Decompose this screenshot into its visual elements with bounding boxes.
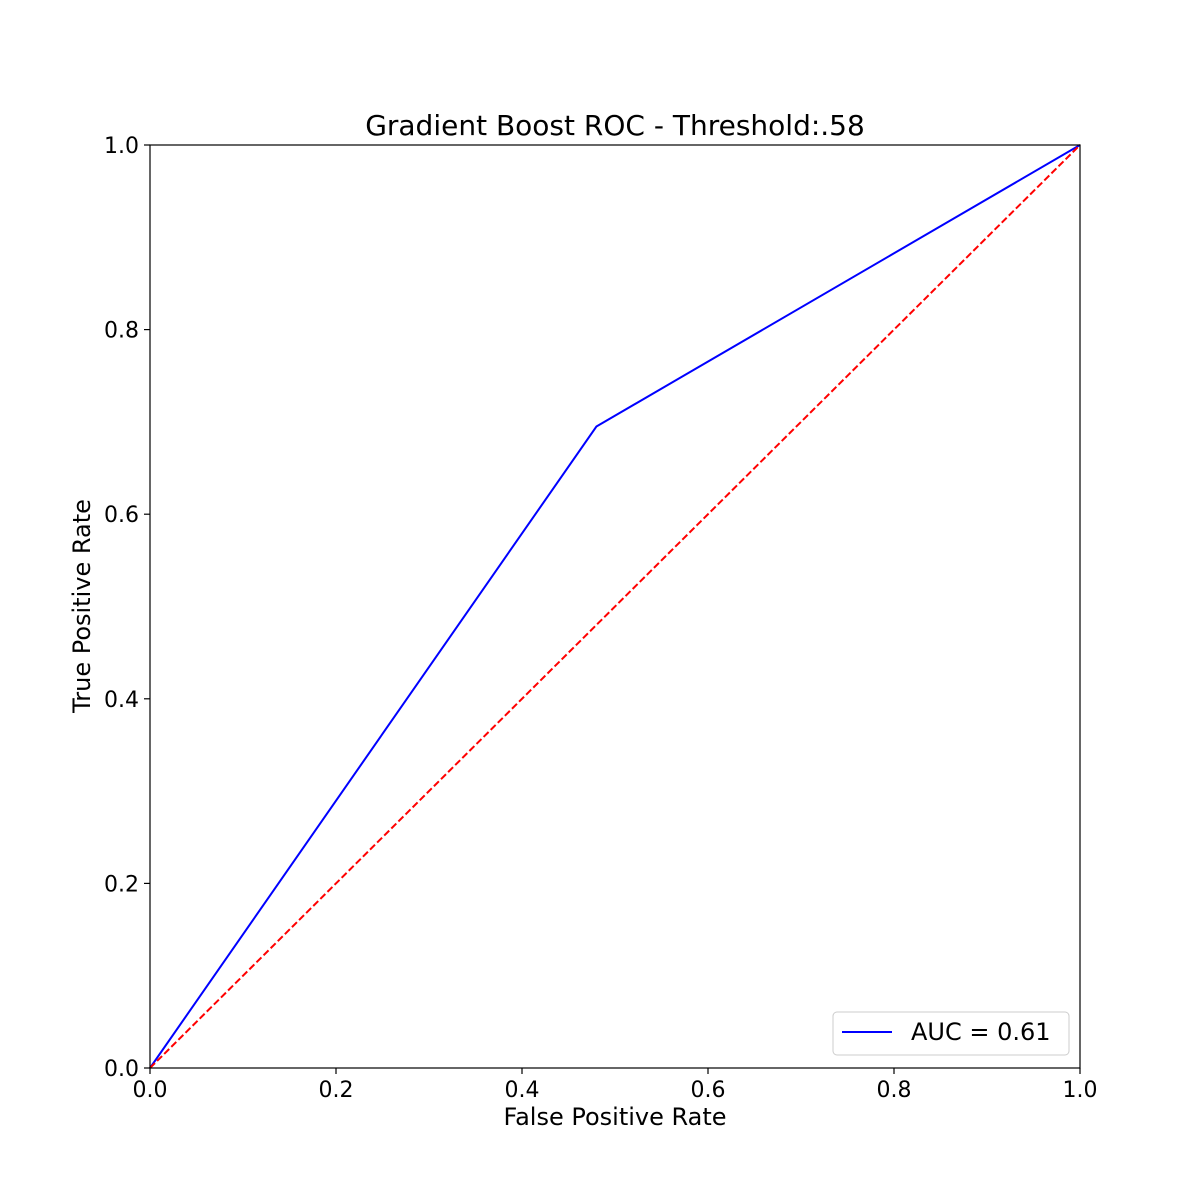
y-tick-label: 0.2: [104, 872, 139, 897]
legend: AUC = 0.61: [832, 1011, 1070, 1056]
x-tick-label: 0.8: [877, 1078, 912, 1103]
y-tick-label: 0.4: [104, 688, 139, 713]
plot-area: [149, 144, 1081, 1069]
y-tick-label: 1.0: [104, 134, 139, 159]
plot-frame: [149, 144, 1081, 1069]
x-tick-label: 0.4: [505, 1078, 540, 1103]
x-tick-label: 0.6: [691, 1078, 726, 1103]
legend-box: [832, 1011, 1070, 1056]
y-tick-label: 0.8: [104, 319, 139, 344]
x-tick-label: 1.0: [1063, 1078, 1098, 1103]
y-axis-label: True Positive Rate: [68, 499, 96, 714]
chart-title: Gradient Boost ROC - Threshold:.58: [365, 109, 865, 142]
chance-diagonal-line: [149, 144, 1081, 1069]
y-tick-label: 0.6: [104, 503, 139, 528]
x-tick-label: 0.2: [319, 1078, 354, 1103]
y-tick-label: 0.0: [104, 1057, 139, 1082]
axis-ticks: 0.0 0.2 0.4 0.6 0.8 1.0 0.0 0.2 0.4 0.6 0.8 1.0: [104, 134, 1098, 1103]
x-tick-label: 0.0: [133, 1078, 168, 1103]
roc-curve-line: [149, 144, 1081, 1069]
legend-label: AUC = 0.61: [911, 1018, 1051, 1046]
x-axis-label: False Positive Rate: [503, 1103, 726, 1131]
